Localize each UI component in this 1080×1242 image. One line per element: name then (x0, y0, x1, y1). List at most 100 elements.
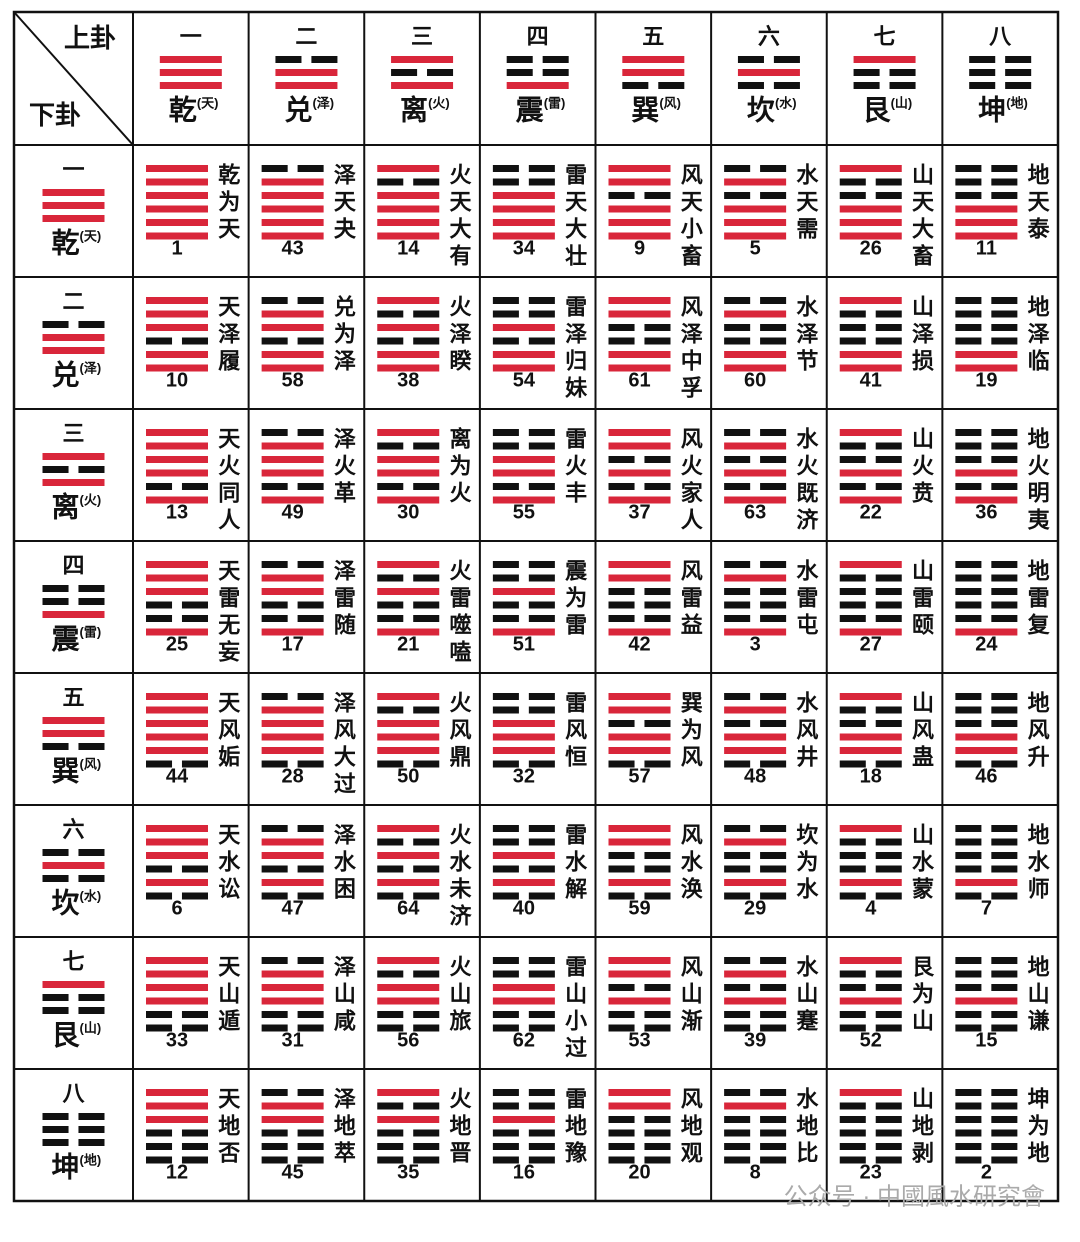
yang-line (261, 852, 324, 859)
yang-line (377, 997, 440, 1005)
hexagram-number: 39 (744, 1029, 766, 1051)
trigram-name: 艮 (51, 1019, 80, 1050)
yin-line (492, 865, 519, 873)
yin-line (42, 585, 69, 592)
yin-line (724, 456, 751, 463)
yin-line (839, 1129, 866, 1137)
yin-line (955, 984, 982, 991)
yang-line (377, 297, 440, 304)
yin-line (760, 324, 787, 331)
hexagram-name: 水天需 (793, 163, 818, 244)
yang-line (146, 997, 208, 1005)
yin-line (955, 760, 982, 768)
yang-line (839, 219, 902, 226)
yang-line (955, 205, 1018, 213)
yin-line (955, 838, 982, 846)
yin-line (146, 483, 173, 490)
yin-line (528, 615, 555, 622)
yin-line (991, 865, 1018, 873)
yin-line (875, 456, 902, 463)
yin-line (427, 69, 454, 76)
yang-line (955, 879, 1018, 886)
yin-line (644, 324, 671, 331)
yang-line (377, 879, 440, 886)
trigram-name: 震 (51, 623, 80, 654)
yang-line (377, 205, 440, 213)
yin-line (839, 865, 866, 873)
yin-line (261, 1129, 288, 1137)
yang-line (146, 957, 208, 964)
yin-line (724, 852, 751, 859)
yin-line (875, 1011, 902, 1018)
yin-line (839, 588, 866, 595)
hexagram-name: 震为雷 (562, 559, 587, 640)
hexagram-name: 水泽节 (793, 295, 818, 376)
yin-line (261, 1011, 288, 1018)
yin-line (528, 297, 555, 304)
yang-line (608, 232, 671, 240)
yin-line (875, 615, 902, 622)
trigram-name: 坤 (51, 1151, 79, 1182)
yin-line (875, 192, 902, 199)
hexagram-name: 巽为风 (678, 691, 703, 772)
yin-line (991, 720, 1018, 727)
yin-line (955, 957, 982, 964)
hexagram-number: 3 (750, 633, 761, 655)
yin-line (955, 1102, 982, 1110)
yin-line (955, 310, 982, 318)
yang-line (146, 838, 208, 846)
yin-line (413, 1129, 440, 1137)
yang-line (724, 733, 787, 741)
yang-line (377, 720, 440, 727)
yin-line (760, 720, 787, 727)
hexagram-number: 36 (975, 501, 997, 523)
yang-line (275, 69, 338, 76)
yang-line (622, 56, 685, 63)
yin-line (528, 865, 555, 873)
yin-line (608, 892, 635, 900)
yin-line (297, 825, 324, 832)
yin-line (146, 865, 173, 873)
yang-line (608, 825, 671, 832)
hexagram-number: 16 (513, 1161, 535, 1183)
yin-line (644, 601, 671, 609)
yin-line (261, 1024, 288, 1032)
yang-line (955, 232, 1018, 240)
yang-line (146, 693, 208, 700)
trigram-element: (火) (80, 492, 102, 507)
hexagram-name: 火泽睽 (446, 295, 471, 376)
hexagram-number: 15 (975, 1029, 997, 1051)
yin-line (839, 1024, 866, 1032)
lower-label: 下卦 (29, 100, 81, 130)
yin-line (492, 297, 519, 304)
hexagram-name: 泽雷随 (331, 559, 356, 640)
yin-line (377, 615, 404, 622)
trigram-element: (火) (428, 95, 450, 110)
yin-line (955, 178, 982, 186)
hexagram-name: 风泽中孚 (678, 295, 703, 403)
yang-line (261, 192, 324, 199)
yin-line (528, 1089, 555, 1096)
hexagram-number: 46 (975, 765, 997, 787)
yang-line (377, 469, 440, 477)
yin-line (737, 56, 764, 63)
yin-line (955, 165, 982, 172)
yin-line (839, 760, 866, 768)
yin-line (261, 693, 288, 700)
hexagram-number: 41 (860, 369, 882, 391)
yang-line (839, 429, 902, 436)
yin-line (377, 1129, 404, 1137)
yin-line (839, 442, 866, 450)
hexagram-name: 地水师 (1025, 823, 1050, 904)
trigram-element: (山) (80, 1020, 102, 1035)
hexagram-name: 山水蒙 (909, 823, 934, 904)
yin-line (875, 892, 902, 900)
yang-line (506, 82, 569, 89)
yin-line (261, 1143, 288, 1150)
yin-line (955, 693, 982, 700)
hexagram-number: 42 (628, 633, 650, 655)
yin-line (78, 743, 105, 750)
yin-line (413, 601, 440, 609)
yin-line (644, 1116, 671, 1123)
yang-line (42, 730, 105, 737)
